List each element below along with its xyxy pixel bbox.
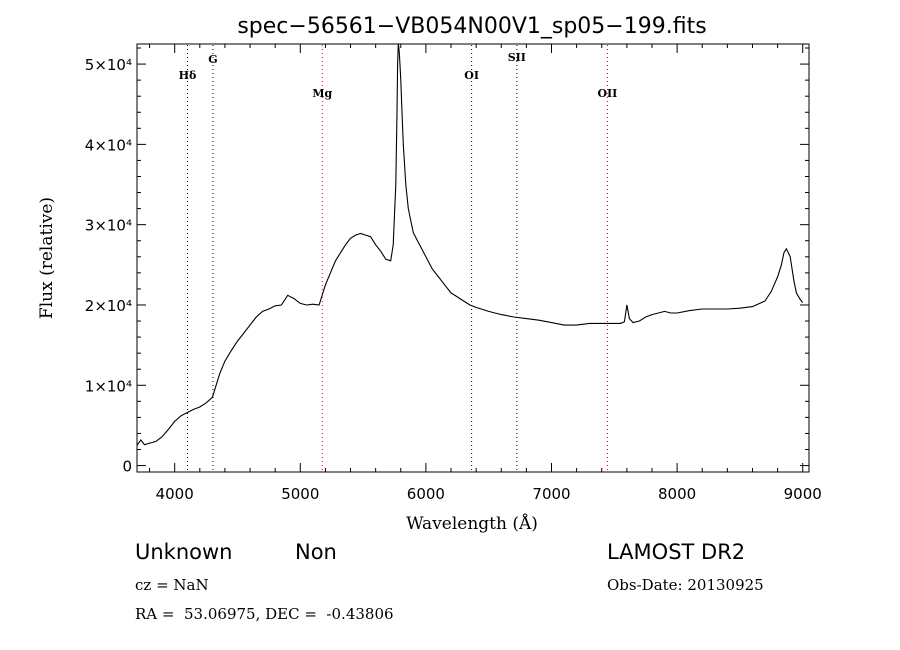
chart-title: spec−56561−VB054N00V1_sp05−199.fits — [237, 14, 706, 39]
spectral-line-label: OI — [464, 69, 479, 82]
x-tick-label: 4000 — [156, 485, 194, 503]
spectral-line-label: G — [208, 53, 217, 66]
y-axis-label: Flux (relative) — [37, 197, 57, 319]
x-tick-label: 7000 — [532, 485, 570, 503]
y-tick-label: 5×10⁴ — [85, 56, 132, 74]
spectrum-flux-line — [136, 43, 804, 446]
spectral-line-markers: Hδ G Mg OI SII OII — [179, 45, 617, 471]
survey-label: LAMOST DR2 — [607, 540, 746, 564]
y-axis-ticks: 0 1×10⁴ 2×10⁴ 3×10⁴ 4×10⁴ 5×10⁴ — [85, 47, 809, 476]
object-subclass-label: Non — [295, 540, 337, 564]
spectral-line-label: SII — [508, 51, 526, 64]
y-tick-label: 3×10⁴ — [85, 217, 132, 235]
x-tick-label: 5000 — [281, 485, 319, 503]
y-tick-label: 1×10⁴ — [85, 377, 132, 395]
x-tick-label: 6000 — [407, 485, 445, 503]
spectral-line-label: Hδ — [179, 69, 197, 82]
coordinates-label: RA = 53.06975, DEC = -0.43806 — [135, 605, 394, 623]
spectral-line-label: Mg — [312, 87, 332, 100]
x-tick-label: 8000 — [658, 485, 696, 503]
x-axis-label: Wavelength (Å) — [406, 513, 538, 534]
spectral-line-label: OII — [597, 87, 617, 100]
x-axis-ticks: 4000 5000 6000 7000 8000 9000 — [149, 44, 822, 503]
object-class-label: Unknown — [135, 540, 233, 564]
plot-frame — [136, 43, 810, 473]
redshift-label: cz = NaN — [135, 576, 209, 594]
x-tick-label: 9000 — [784, 485, 822, 503]
y-tick-label: 0 — [122, 458, 132, 476]
y-tick-label: 2×10⁴ — [85, 297, 132, 315]
y-tick-label: 4×10⁴ — [85, 136, 132, 154]
obs-date-label: Obs-Date: 20130925 — [607, 576, 764, 594]
